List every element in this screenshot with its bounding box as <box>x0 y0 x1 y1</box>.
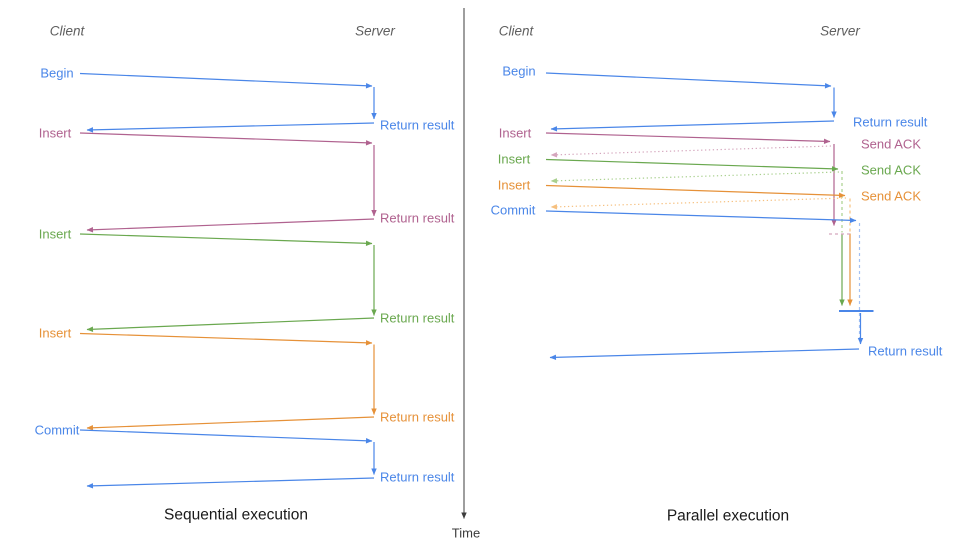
return-result-label-insert-1: Return result <box>380 211 455 226</box>
return-result-label-begin: Return result <box>380 118 455 133</box>
message-label-commit: Commit <box>35 423 80 438</box>
seq-insert2-request <box>79 233 373 247</box>
parallel-panel: Client Server Begin Insert Insert Insert Commi… <box>491 24 943 525</box>
return-result-label-insert-2: Return result <box>380 311 455 326</box>
message-label-begin: Begin <box>502 64 535 79</box>
seq-insert2-response <box>86 317 375 332</box>
message-label-insert-3: Insert <box>498 178 531 193</box>
time-axis-label: Time <box>452 526 480 540</box>
client-header: Client <box>50 24 86 39</box>
server-header: Server <box>820 24 860 39</box>
par-begin-request <box>545 72 832 89</box>
seq-insert3-request <box>79 332 373 346</box>
message-label-begin: Begin <box>40 66 73 81</box>
return-result-label-commit: Return result <box>380 470 455 485</box>
par-begin-response <box>550 120 835 132</box>
message-label-insert-3: Insert <box>39 326 72 341</box>
client-header: Client <box>499 24 535 39</box>
send-ack-label-insert-1: Send ACK <box>861 137 921 152</box>
par-commit-request <box>545 210 857 224</box>
time-axis: Time <box>452 8 480 540</box>
message-label-insert-2: Insert <box>498 152 531 167</box>
message-label-insert-1: Insert <box>39 126 72 141</box>
par-insert1-ack <box>550 145 832 158</box>
par-insert2-request <box>545 158 839 172</box>
parallel-caption: Parallel execution <box>667 508 789 525</box>
message-label-insert-1: Insert <box>499 126 532 141</box>
send-ack-label-insert-3: Send ACK <box>861 189 921 204</box>
return-result-label-commit: Return result <box>868 344 943 359</box>
sequential-panel: Client Server Begin Insert Insert Insert Commi… <box>35 24 455 524</box>
par-insert3-request <box>545 184 846 199</box>
server-header: Server <box>355 24 395 39</box>
par-insert1-request <box>545 132 831 145</box>
par-final-response <box>549 348 860 361</box>
seq-begin-response <box>86 122 375 133</box>
par-insert3-ack <box>550 197 847 210</box>
return-result-label-begin: Return result <box>853 115 928 130</box>
message-label-commit: Commit <box>491 203 536 218</box>
par-insert2-ack <box>550 171 840 184</box>
send-ack-label-insert-2: Send ACK <box>861 163 921 178</box>
seq-commit-response <box>86 477 375 489</box>
seq-insert3-response <box>86 416 375 431</box>
seq-insert1-response <box>86 218 375 233</box>
seq-insert1-request <box>79 132 373 146</box>
sequential-caption: Sequential execution <box>164 507 308 524</box>
seq-begin-request <box>79 72 373 89</box>
return-result-label-insert-3: Return result <box>380 410 455 425</box>
message-label-insert-2: Insert <box>39 227 72 242</box>
seq-commit-request <box>79 429 373 444</box>
